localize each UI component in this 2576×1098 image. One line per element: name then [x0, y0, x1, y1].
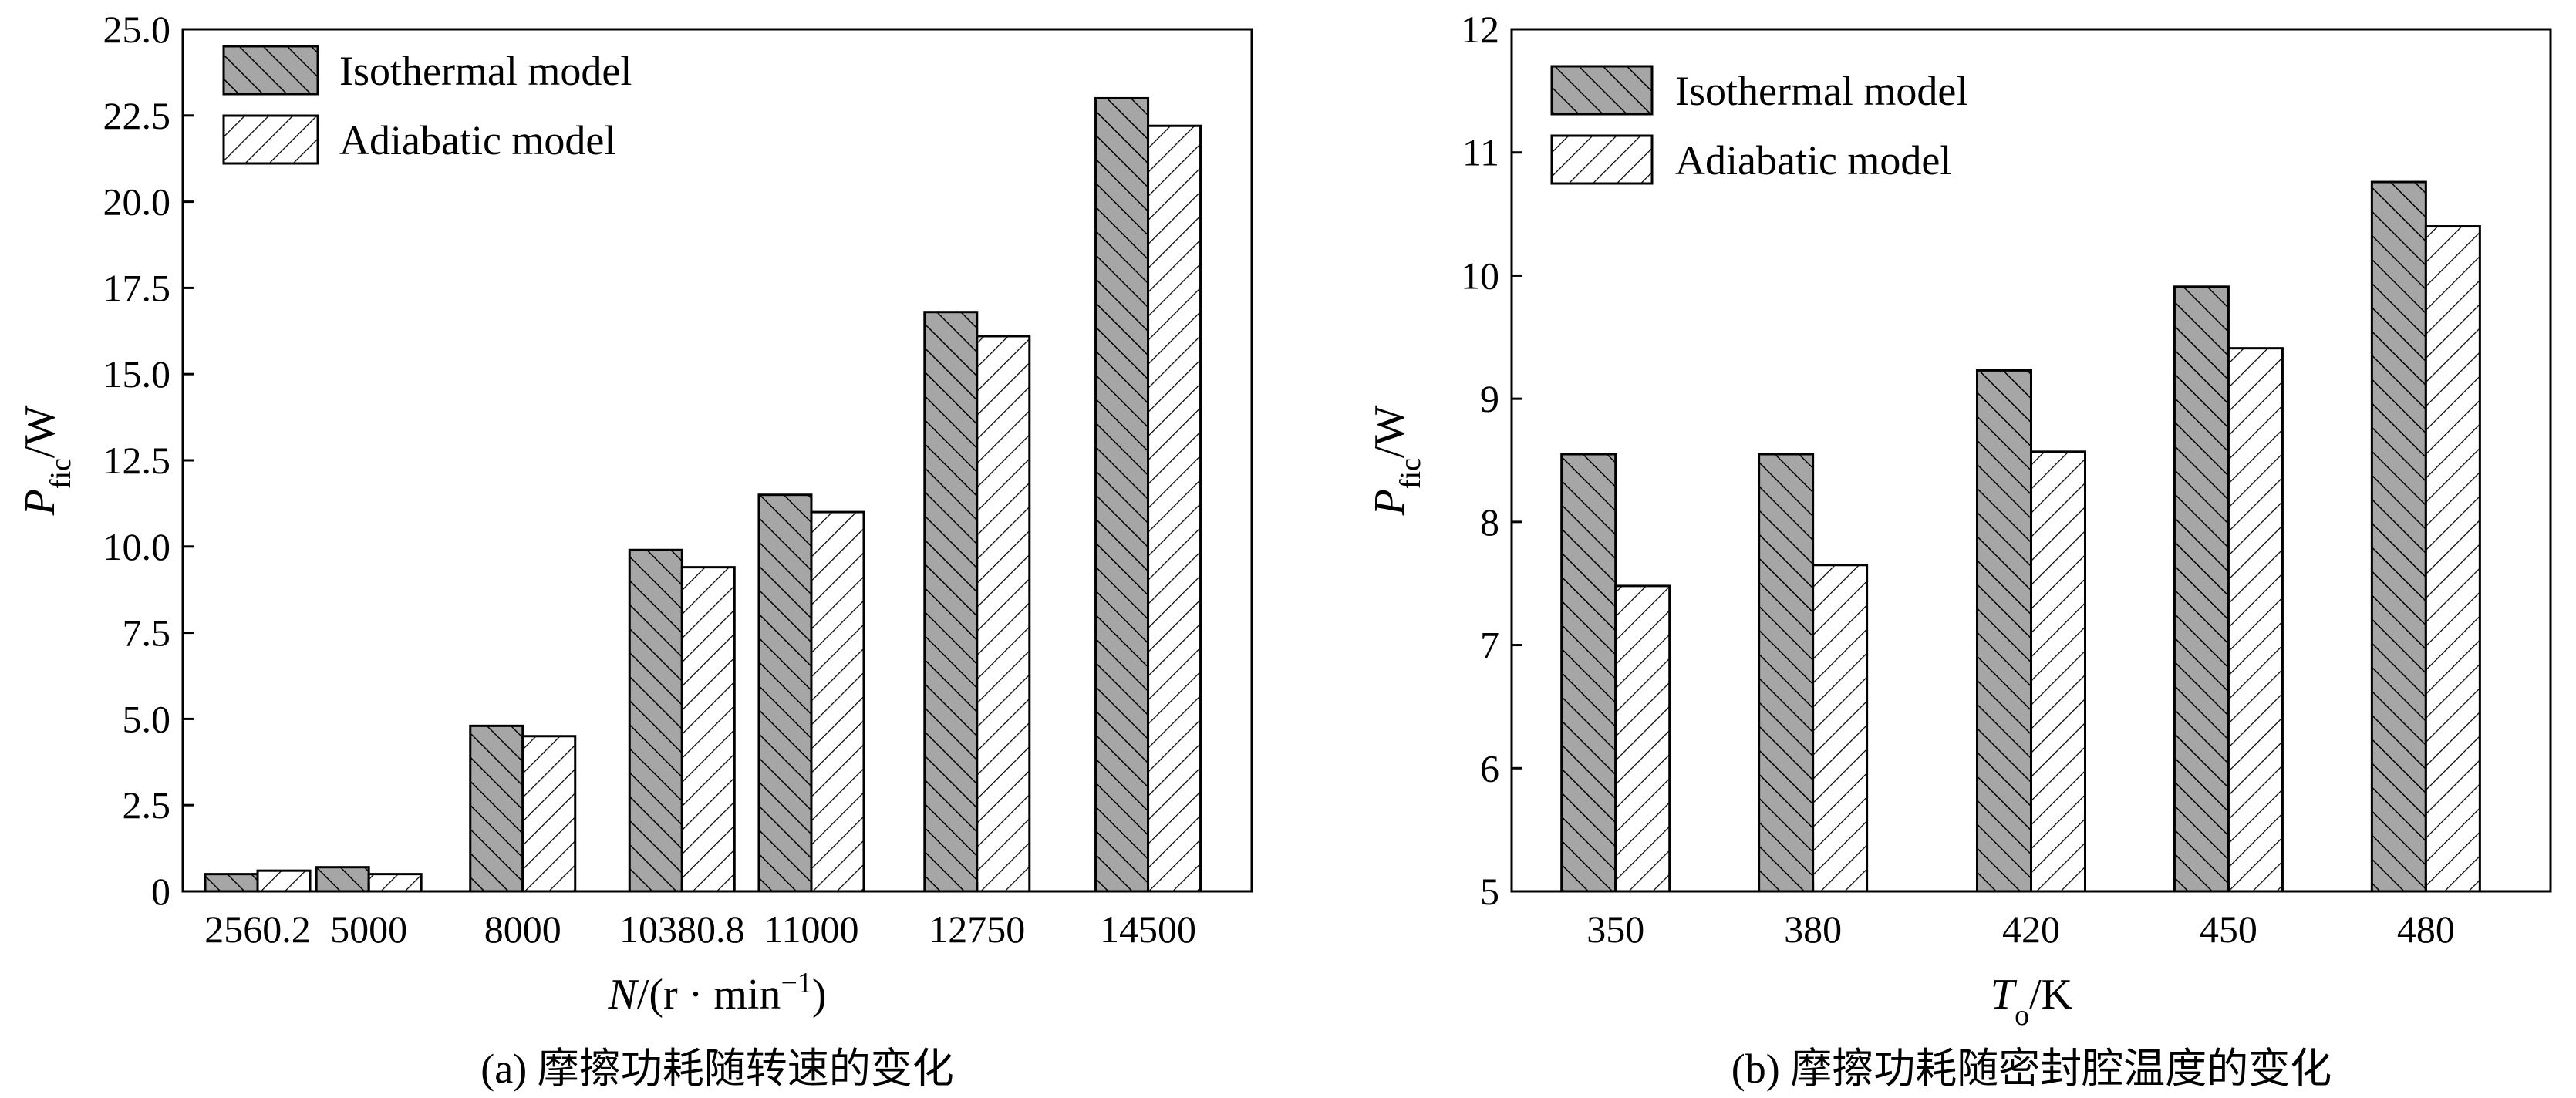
y-tick-label-9: 9 [1480, 377, 1499, 420]
bar-isothermal-5000 [315, 866, 370, 893]
y-tick-label-22.5: 22.5 [103, 94, 171, 137]
bar-isothermal-380 [1758, 453, 1815, 893]
chart-a-legend: Isothermal model Adiabatic model [222, 45, 632, 165]
chart-b-legend: Isothermal model Adiabatic model [1550, 65, 1967, 185]
bar-adiabatic-380 [1812, 564, 1869, 893]
x-tick-label-350: 350 [1586, 908, 1644, 951]
bar-adiabatic-450 [2227, 347, 2284, 893]
bar-isothermal-350 [1560, 453, 1617, 893]
legend-label-adiabatic: Adiabatic model [339, 117, 615, 163]
x-tick-label-14500: 14500 [1100, 908, 1196, 951]
chart-a-y-axis-title: Pfic/W [16, 406, 77, 517]
bar-isothermal-420 [1976, 369, 2032, 893]
chart-a-y-ticks: 0 2.5 5.0 7.5 10.0 12.5 15.0 17.5 20.0 22.5 25.0 [103, 8, 194, 913]
y-tick-label-17.5: 17.5 [103, 266, 171, 309]
bar-isothermal-11000 [757, 493, 813, 893]
legend-swatch-isothermal [1550, 65, 1654, 116]
chart-b-caption: (b) 摩擦功耗随密封腔温度的变化 [1731, 1046, 2332, 1092]
y-tick-label-11: 11 [1462, 131, 1499, 174]
bar-adiabatic-8000 [521, 735, 577, 893]
x-tick-label-2560.2: 2560.2 [204, 908, 311, 951]
y-tick-label-25.0: 25.0 [103, 8, 171, 51]
chart-a-caption: (a) 摩擦功耗随转速的变化 [480, 1046, 953, 1092]
x-tick-label-11000: 11000 [764, 908, 858, 951]
bar-isothermal-2560.2 [204, 873, 259, 893]
bar-adiabatic-10380.8 [680, 566, 736, 893]
y-tick-label-10.0: 10.0 [103, 525, 171, 568]
x-tick-label-450: 450 [2200, 908, 2257, 951]
chart-b-bars [1560, 180, 2481, 893]
bar-adiabatic-11000 [810, 510, 865, 893]
chart-a-bars [204, 96, 1202, 893]
x-tick-label-480: 480 [2397, 908, 2455, 951]
chart-b: 5 6 7 8 9 10 11 12 350 380 420 450 480 Isothermal m… [1366, 8, 2552, 1092]
bar-isothermal-8000 [469, 724, 524, 893]
bar-isothermal-480 [2370, 180, 2427, 893]
legend-label-isothermal: Isothermal model [339, 48, 632, 94]
bar-adiabatic-14500 [1147, 124, 1202, 893]
y-tick-label-12.5: 12.5 [103, 439, 171, 482]
x-tick-label-420: 420 [2002, 908, 2060, 951]
legend-label-adiabatic: Adiabatic model [1675, 137, 1951, 184]
chart-a: 0 2.5 5.0 7.5 10.0 12.5 15.0 17.5 20.0 22.5 25.0 2… [16, 8, 1253, 1092]
y-tick-label-6: 6 [1480, 746, 1499, 790]
y-tick-label-20.0: 20.0 [103, 180, 171, 224]
legend-swatch-adiabatic [222, 114, 319, 165]
y-tick-label-5: 5 [1480, 870, 1499, 913]
bar-isothermal-12750 [923, 311, 979, 893]
y-tick-label-8: 8 [1480, 500, 1499, 544]
chart-b-x-ticks: 350 380 420 450 480 [1586, 882, 2455, 951]
bar-adiabatic-350 [1614, 584, 1671, 893]
bar-adiabatic-2560.2 [256, 869, 312, 893]
y-tick-label-15.0: 15.0 [103, 352, 171, 396]
bar-adiabatic-12750 [976, 335, 1031, 893]
legend-swatch-isothermal [222, 45, 319, 96]
bar-isothermal-10380.8 [628, 548, 683, 893]
x-tick-label-5000: 5000 [330, 908, 407, 951]
bar-adiabatic-5000 [367, 873, 423, 893]
y-tick-label-7.5: 7.5 [123, 611, 171, 655]
x-tick-label-8000: 8000 [484, 908, 561, 951]
x-tick-label-12750: 12750 [929, 908, 1025, 951]
bar-adiabatic-420 [2030, 450, 2086, 893]
y-tick-label-12: 12 [1461, 8, 1499, 51]
legend-swatch-adiabatic [1550, 134, 1654, 185]
bar-adiabatic-480 [2424, 225, 2481, 893]
bar-isothermal-450 [2173, 285, 2230, 893]
chart-b-y-ticks: 5 6 7 8 9 10 11 12 [1461, 8, 1522, 913]
y-tick-label-7: 7 [1480, 624, 1499, 667]
legend-label-isothermal: Isothermal model [1675, 68, 1967, 114]
y-tick-label-10: 10 [1461, 254, 1499, 297]
chart-a-x-ticks: 2560.2 5000 8000 10380.8 11000 12750 14500 [204, 882, 1196, 951]
chart-b-y-axis-title: Pfic/W [1366, 406, 1427, 517]
y-tick-label-5.0: 5.0 [123, 697, 171, 740]
bar-isothermal-14500 [1094, 96, 1150, 893]
y-tick-label-2.5: 2.5 [123, 783, 171, 827]
x-tick-label-10380.8: 10380.8 [619, 908, 745, 951]
x-tick-label-380: 380 [1784, 908, 1842, 951]
chart-a-x-axis-title: N/(r · min−1) [607, 967, 826, 1019]
y-tick-label-0: 0 [151, 870, 170, 913]
chart-b-x-axis-title: To/K [1991, 971, 2072, 1032]
